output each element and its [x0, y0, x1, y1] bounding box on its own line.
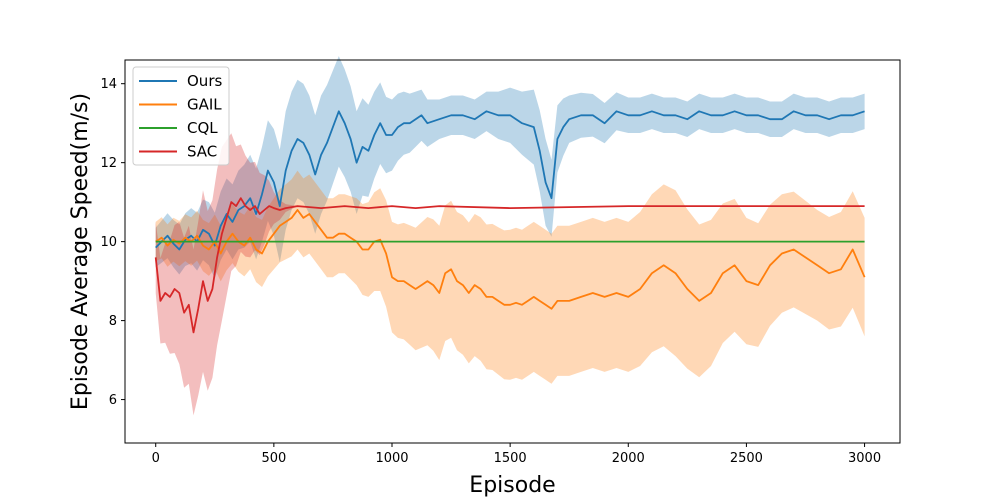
series-line-ours	[155, 110, 865, 251]
y-tick-label: 14	[100, 77, 117, 92]
series-line-gail	[155, 209, 866, 310]
y-axis-label: Episode Average Speed(m/s)	[68, 93, 93, 410]
legend-label-ours: Ours	[187, 72, 222, 90]
x-tick-label: 2500	[730, 451, 763, 466]
y-tick-label: 8	[109, 314, 117, 329]
x-tick-label: 3000	[848, 451, 881, 466]
legend-label-sac: SAC	[187, 143, 217, 161]
legend-label-cql: CQL	[187, 119, 218, 137]
x-tick-label: 1500	[494, 451, 527, 466]
legend: Ours GAIL CQL SAC	[132, 66, 230, 166]
x-tick-label: 0	[152, 451, 160, 466]
legend-box	[132, 66, 230, 166]
x-axis-label: Episode	[469, 473, 555, 498]
x-tick-label: 1000	[375, 451, 408, 466]
x-axis-ticks: 0 500 1000 1500 2000 2500 3000	[152, 443, 881, 466]
series-lines	[154, 110, 866, 334]
y-tick-label: 6	[109, 393, 117, 408]
legend-label-gail: GAIL	[187, 96, 222, 114]
band-ours	[155, 56, 865, 279]
confidence-bands	[155, 56, 865, 416]
plot-frame	[124, 59, 901, 444]
y-tick-label: 12	[100, 156, 117, 171]
series-line-sac	[154, 197, 865, 334]
y-axis-ticks: 6 8 10 12 14	[100, 77, 125, 408]
x-tick-label: 500	[261, 451, 286, 466]
y-tick-label: 10	[100, 235, 117, 250]
x-tick-label: 2000	[612, 451, 645, 466]
band-gail	[155, 170, 865, 384]
